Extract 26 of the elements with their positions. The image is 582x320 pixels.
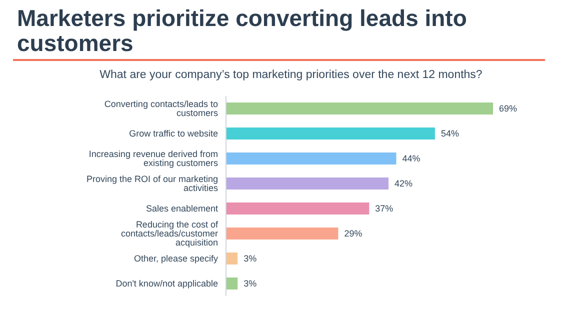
bar <box>226 152 396 164</box>
data-label: 37% <box>375 204 394 214</box>
bar <box>226 228 338 240</box>
bar <box>226 202 370 214</box>
bar <box>226 278 238 290</box>
data-label: 54% <box>440 128 459 139</box>
data-label: 3% <box>244 254 257 264</box>
data-label: 44% <box>402 154 420 164</box>
y-tick-label: Don't know/not applicable <box>116 278 218 289</box>
chart-subtitle: What are your company’s top marketing priorities over the next 12 months? <box>98 69 484 81</box>
y-tick-label: Sales enablement <box>146 204 218 214</box>
y-tick-label: Increasing revenue derived from existing customers <box>88 149 218 168</box>
data-label: 29% <box>344 228 362 239</box>
bar <box>226 128 435 140</box>
y-tick-label: Other, please specify <box>134 254 218 264</box>
bar <box>226 102 493 114</box>
bar <box>226 252 238 264</box>
data-label: 69% <box>499 104 518 114</box>
y-tick-label: Grow traffic to website <box>129 128 218 139</box>
data-label: 3% <box>244 278 257 289</box>
chart-title: Marketers prioritize converting leads into customers <box>17 5 468 56</box>
y-tick-label: Converting contacts/leads to customers <box>104 99 218 118</box>
y-tick-label: Proving the ROI of our marketing activities <box>86 174 218 194</box>
bar <box>226 178 389 190</box>
y-tick-label: Reducing the cost of contacts/leads/customer acquisition <box>120 220 218 248</box>
data-label: 42% <box>394 178 413 189</box>
